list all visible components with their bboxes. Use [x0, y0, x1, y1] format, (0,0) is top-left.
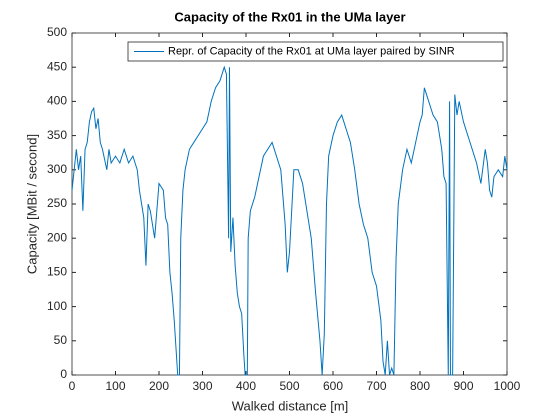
x-tick-label: 800 [410, 379, 430, 393]
x-tick-label: 900 [453, 379, 473, 393]
x-tick-label: 200 [149, 379, 169, 393]
x-tick-label: 700 [366, 379, 386, 393]
y-tick-label: 50 [54, 333, 68, 347]
y-tick-label: 100 [47, 299, 67, 313]
y-tick-label: 200 [47, 230, 67, 244]
x-tick-label: 500 [279, 379, 299, 393]
chart-title: Capacity of the Rx01 in the UMa layer [174, 9, 405, 24]
x-tick-label: 300 [192, 379, 212, 393]
y-tick-label: 300 [47, 162, 67, 176]
data-line [71, 65, 508, 376]
y-tick-label: 500 [47, 25, 67, 39]
y-axis-label: Capacity [MBit / second] [24, 134, 39, 274]
y-tick-label: 450 [47, 59, 67, 73]
legend-label: Repr. of Capacity of the Rx01 at UMa lay… [168, 45, 455, 57]
x-tick-label: 0 [69, 379, 76, 393]
y-tick-label: 250 [47, 196, 67, 210]
legend-box [127, 41, 504, 62]
x-tick-label: 400 [236, 379, 256, 393]
y-tick-label: 350 [47, 128, 67, 142]
plot-area [71, 32, 508, 376]
x-tick-label: 100 [105, 379, 125, 393]
y-tick-label: 0 [60, 367, 67, 381]
y-tick-label: 150 [47, 265, 67, 279]
x-tick-label: 1000 [494, 379, 521, 393]
x-axis-label: Walked distance [m] [232, 398, 349, 413]
x-tick-label: 600 [323, 379, 343, 393]
y-tick-label: 400 [47, 94, 67, 108]
